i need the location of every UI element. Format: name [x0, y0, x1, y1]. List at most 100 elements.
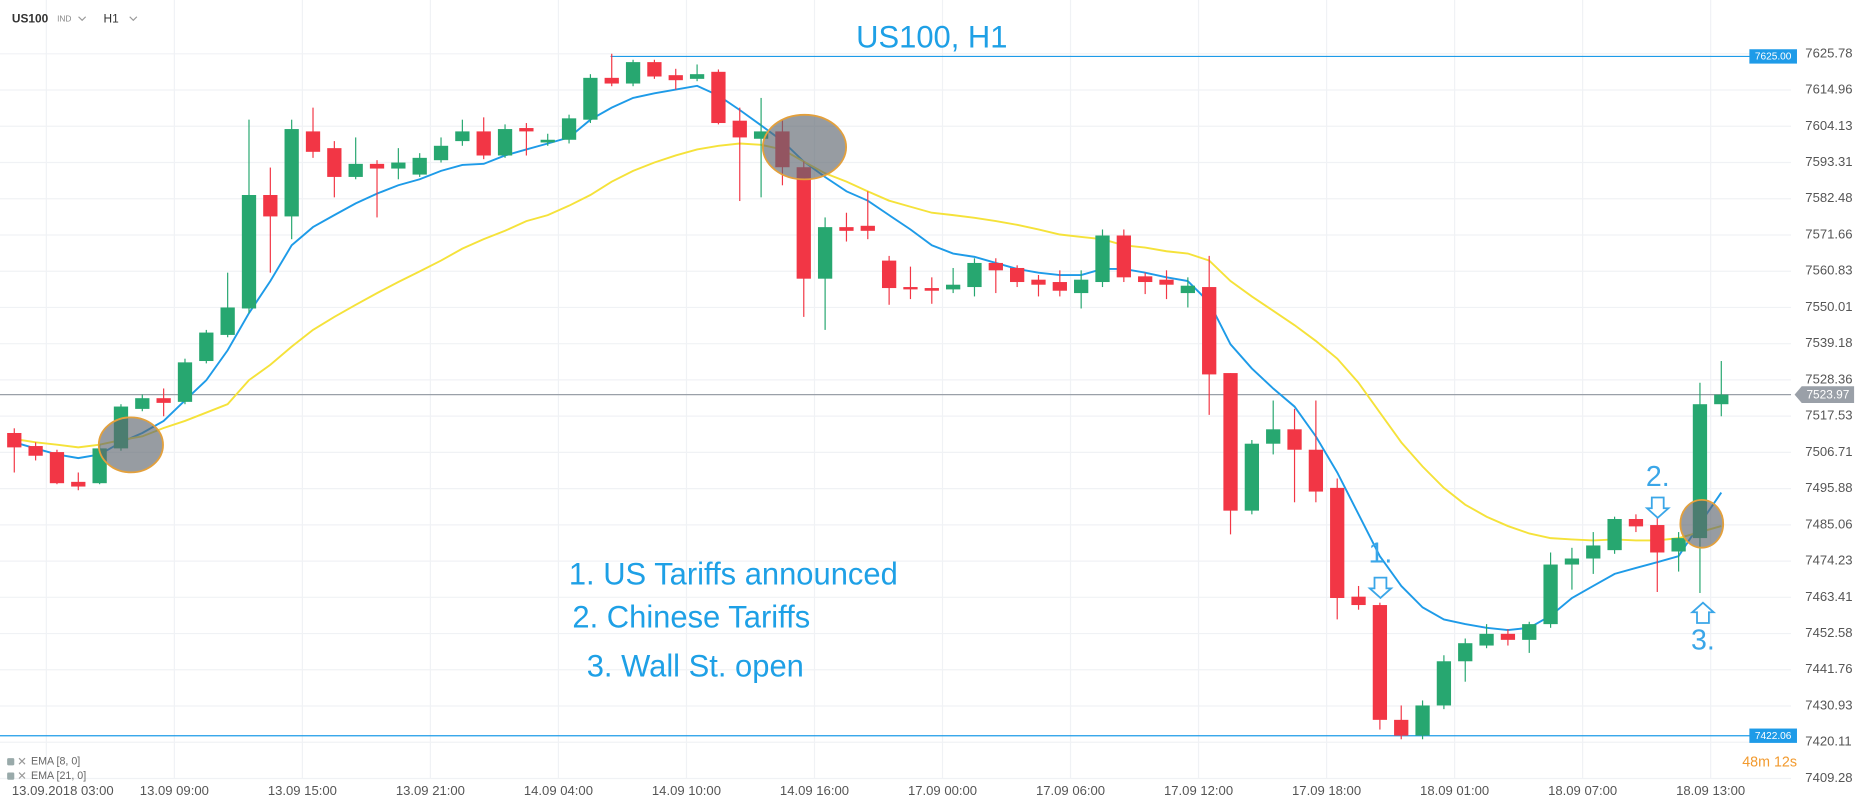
x-tick-label: 14.09 16:00	[780, 783, 849, 798]
legend: EMA [8, 0] EMA [21, 0]	[7, 756, 86, 782]
y-tick-label: 7430.93	[1805, 697, 1852, 712]
candle-body	[177, 362, 193, 402]
marker-label: 1.	[1369, 537, 1393, 569]
candle-body	[924, 288, 939, 291]
y-tick-label: 7409.28	[1805, 770, 1852, 785]
y-tick-label: 7452.58	[1805, 625, 1852, 640]
annotation: 2. Chinese Tariffs	[572, 600, 810, 635]
legend-label: EMA [8, 0]	[31, 756, 80, 768]
y-tick-label: 7517.53	[1805, 408, 1852, 423]
candle-body	[1202, 287, 1217, 375]
candle-body	[1031, 279, 1046, 285]
dropdown-icon[interactable]	[78, 16, 87, 22]
candle-body	[604, 77, 619, 84]
candle-body	[1138, 276, 1153, 283]
candle-body	[156, 398, 171, 403]
chart-title: US100, H1	[856, 20, 1007, 55]
candle-body	[1564, 558, 1580, 565]
candle-body	[1159, 279, 1174, 285]
candle-body	[881, 260, 897, 289]
candle-body	[753, 131, 769, 139]
legend-icon	[7, 758, 15, 766]
highlight	[97, 416, 164, 474]
candle-body	[732, 120, 747, 138]
candle-body	[1372, 605, 1388, 720]
symbol[interactable]: US100	[12, 11, 49, 25]
candle-body	[49, 452, 65, 484]
candle-body	[988, 262, 1003, 271]
x-tick-label: 18.09 01:00	[1420, 783, 1489, 798]
y-tick-label: 7441.76	[1805, 661, 1852, 676]
candle-body	[1180, 285, 1195, 294]
candle-body	[199, 332, 214, 362]
candle-body	[561, 118, 577, 140]
candle-body	[711, 71, 726, 124]
candle-body	[1415, 705, 1430, 736]
candle-body	[1095, 235, 1110, 283]
candle-body	[348, 163, 363, 177]
candle-body	[391, 162, 406, 169]
candle-body	[519, 128, 534, 132]
price-tag-label: 7422.06	[1755, 731, 1792, 742]
arrow-up	[1689, 601, 1717, 624]
candle-body	[1287, 429, 1302, 450]
candle-body	[1330, 487, 1345, 599]
candle-body	[220, 307, 235, 335]
y-tick-label: 7593.31	[1805, 154, 1852, 169]
timeframe[interactable]: H1	[104, 11, 120, 25]
candle-body	[1394, 719, 1409, 736]
candle-body	[1244, 443, 1260, 511]
candle-body	[1714, 394, 1729, 405]
candle-body	[263, 195, 278, 217]
x-tick-label: 18.09 13:00	[1676, 783, 1745, 798]
x-tick-label: 14.09 10:00	[652, 783, 721, 798]
candle-body	[1628, 519, 1644, 527]
highlight	[761, 113, 848, 181]
x-tick-label: 13.09 09:00	[140, 783, 209, 798]
current-price-label: 7523.97	[1806, 387, 1849, 401]
candle-body	[817, 227, 833, 279]
candle-body	[1223, 373, 1238, 511]
candle-body	[1543, 564, 1558, 625]
x-tick-label: 17.09 00:00	[908, 783, 977, 798]
annotation: 1. US Tariffs announced	[569, 557, 898, 592]
x-tick-label: 13.09 21:00	[396, 783, 465, 798]
candle-body	[284, 129, 299, 217]
y-tick-label: 7560.83	[1805, 263, 1852, 278]
candle-body	[476, 131, 491, 156]
annotation: 3. Wall St. open	[587, 649, 804, 684]
candle-body	[1671, 538, 1686, 552]
candle-body	[1266, 429, 1281, 444]
candle-body	[689, 74, 705, 79]
y-tick-label: 7582.48	[1805, 190, 1852, 205]
candle-body	[903, 287, 918, 290]
x-tick-label: 17.09 06:00	[1036, 783, 1105, 798]
candle-body	[1500, 633, 1516, 640]
x-tick-label: 17.09 18:00	[1292, 783, 1361, 798]
candle-body	[540, 139, 555, 143]
candle-body	[412, 157, 427, 175]
candle-body	[1351, 596, 1366, 606]
dropdown-icon[interactable]	[129, 16, 138, 22]
candle-body	[28, 446, 43, 456]
candle-body	[860, 225, 875, 231]
symbol-type: IND	[57, 13, 71, 23]
highlight	[1679, 498, 1725, 549]
candle-body	[796, 167, 811, 279]
candle-body	[839, 227, 854, 231]
candle-body	[967, 262, 982, 288]
legend-label: EMA [21, 0]	[31, 770, 86, 782]
y-tick-label: 7528.36	[1805, 371, 1852, 386]
x-tick-label: 18.09 07:00	[1548, 783, 1617, 798]
y-tick-label: 7495.88	[1805, 480, 1852, 495]
candle-body	[625, 62, 641, 84]
candle-body	[433, 145, 449, 161]
y-tick-label: 7539.18	[1805, 335, 1852, 350]
candle-body	[945, 284, 961, 290]
candle-body	[1010, 267, 1025, 283]
y-tick-label: 7550.01	[1805, 299, 1852, 314]
candle-body	[1522, 624, 1537, 640]
candle-body	[1308, 449, 1324, 492]
